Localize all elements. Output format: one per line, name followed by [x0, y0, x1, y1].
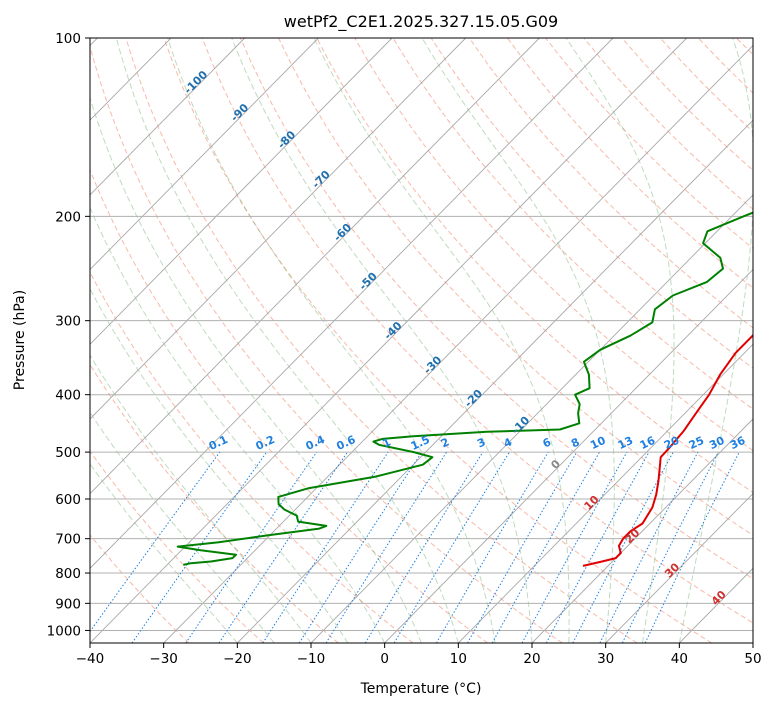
- isotherm-line: [237, 119, 753, 643]
- x-tick-label: 10: [450, 651, 467, 667]
- isotherm-line: [310, 194, 753, 643]
- mixing-ratio-line: [298, 451, 423, 643]
- y-tick-label: 900: [55, 596, 81, 612]
- moist-adiabat-line: [421, 38, 615, 643]
- isotherm-line: [90, 38, 319, 271]
- moist-adiabat-line: [565, 38, 675, 643]
- isotherm-line: [531, 418, 753, 643]
- mixing-ratio-line: [621, 451, 719, 643]
- mixing-ratio-label: 36: [728, 434, 748, 452]
- x-tick-label: 0: [380, 651, 389, 667]
- dry-adiabat-line: [354, 38, 753, 452]
- x-tick-label: 50: [744, 651, 761, 667]
- x-tick-label: 30: [597, 651, 614, 667]
- temperature-profile-line: [582, 333, 753, 567]
- y-tick-label: 100: [55, 31, 81, 47]
- x-tick-label: −10: [297, 651, 326, 667]
- dewpoint-profile-line: [176, 211, 753, 566]
- isotherm-line: [90, 38, 540, 495]
- isotherm-line: [90, 38, 688, 643]
- profile-lines: [176, 211, 753, 567]
- y-tick-label: 700: [55, 532, 81, 548]
- x-tick-label: 20: [523, 651, 540, 667]
- chart-title: wetPf2_C2E1.2025.327.15.05.G09: [284, 12, 558, 32]
- dry-adiabat-line: [125, 38, 638, 643]
- moist-adiabat-line: [90, 411, 275, 643]
- y-tick-label: 300: [55, 314, 81, 330]
- y-tick-label: 400: [55, 388, 81, 404]
- isotherm-line: [458, 343, 753, 643]
- moist-adiabat-line: [90, 96, 422, 643]
- isotherm-line: [90, 38, 614, 569]
- y-tick-label: 800: [55, 566, 81, 582]
- mixing-ratio-label: 20: [662, 434, 682, 452]
- moist-adiabat-line: [231, 38, 533, 643]
- axis-ticks: −40 −30 −20 −10 0 10 20 30 40 50 100 200 300 400 500 60…: [47, 31, 762, 667]
- x-axis-label: Temperature (°C): [360, 681, 482, 697]
- moist-adiabat-line: [115, 38, 459, 643]
- mixing-ratio-line: [521, 451, 628, 643]
- plot-frame: [89, 37, 754, 644]
- moist-adiabat-line: [90, 463, 238, 643]
- isotherm-line: [90, 38, 467, 420]
- y-tick-label: 1000: [47, 623, 81, 639]
- moist-adiabat-line: [313, 38, 570, 643]
- mixing-ratio-label: 16: [638, 434, 658, 452]
- dry-adiabat-line: [90, 44, 563, 643]
- moist-adiabat-line: [90, 354, 312, 643]
- isotherm-line: [605, 492, 753, 643]
- mixing-ratio-label: 25: [687, 434, 706, 452]
- moist-adiabat-line: [167, 38, 496, 643]
- y-tick-label: 200: [55, 209, 81, 225]
- mixing-ratio-label: 10: [588, 434, 608, 452]
- mixing-ratio-label: 30: [707, 434, 727, 452]
- mixing-ratio-label: 13: [616, 434, 635, 452]
- dry-adiabat-line: [201, 38, 753, 624]
- x-tick-label: −40: [76, 651, 105, 667]
- dry-adiabat-line: [239, 38, 753, 580]
- dry-adiabat-line: [90, 271, 414, 643]
- y-tick-label: 500: [55, 445, 81, 461]
- y-axis-label: Pressure (hPa): [12, 290, 28, 390]
- isotherm-line: [90, 38, 393, 345]
- mixing-ratio-line: [491, 451, 600, 643]
- isotherm-line: [384, 268, 753, 643]
- mixing-ratio-line: [262, 451, 389, 643]
- moist-adiabat-line: [90, 287, 349, 643]
- moist-adiabat-line: [678, 38, 753, 643]
- dry-adiabat-line: [163, 38, 712, 643]
- mixing-ratio-line: [218, 451, 348, 643]
- mixing-ratio-line: [325, 451, 448, 643]
- mixing-ratio-line: [90, 451, 221, 633]
- isotherm-line: [163, 44, 753, 643]
- moist-adiabat-line: [90, 206, 386, 643]
- dry-adiabat-line: [468, 38, 753, 329]
- x-tick-label: −20: [223, 651, 252, 667]
- dry-adiabat-line: [316, 38, 753, 494]
- mixing-ratio-line: [393, 451, 510, 643]
- dry-adiabat-line: [90, 534, 190, 643]
- x-tick-label: 40: [671, 651, 688, 667]
- dry-adiabat-line: [90, 168, 488, 643]
- mixing-ratio-line: [364, 451, 484, 643]
- y-tick-label: 600: [55, 492, 81, 508]
- x-tick-label: −30: [149, 651, 178, 667]
- dry-adiabat-line: [392, 38, 753, 410]
- background-lines: [90, 38, 753, 643]
- mixing-ratio-line: [572, 451, 674, 643]
- isotherm-line: [90, 38, 246, 196]
- mixing-ratio-line: [599, 451, 699, 643]
